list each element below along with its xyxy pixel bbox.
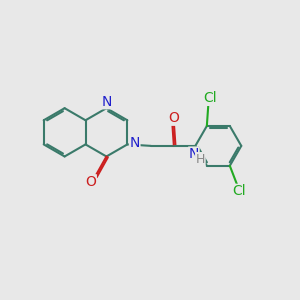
Text: H: H xyxy=(196,153,205,166)
Text: N: N xyxy=(101,95,112,109)
Text: Cl: Cl xyxy=(233,184,246,198)
Text: O: O xyxy=(168,111,179,125)
Text: N: N xyxy=(189,147,199,161)
Text: Cl: Cl xyxy=(203,91,217,105)
Text: O: O xyxy=(85,175,96,189)
Text: N: N xyxy=(130,136,140,150)
